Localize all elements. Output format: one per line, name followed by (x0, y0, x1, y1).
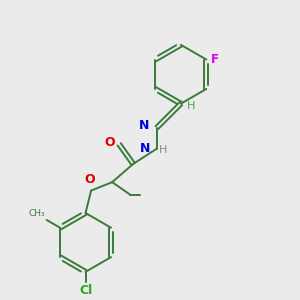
Text: H: H (187, 101, 195, 111)
Text: N: N (140, 142, 150, 155)
Text: CH₃: CH₃ (29, 209, 45, 218)
Text: N: N (139, 119, 149, 132)
Text: H: H (159, 145, 167, 155)
Text: O: O (84, 172, 95, 185)
Text: F: F (212, 53, 219, 66)
Text: Cl: Cl (79, 284, 92, 298)
Text: O: O (104, 136, 115, 149)
